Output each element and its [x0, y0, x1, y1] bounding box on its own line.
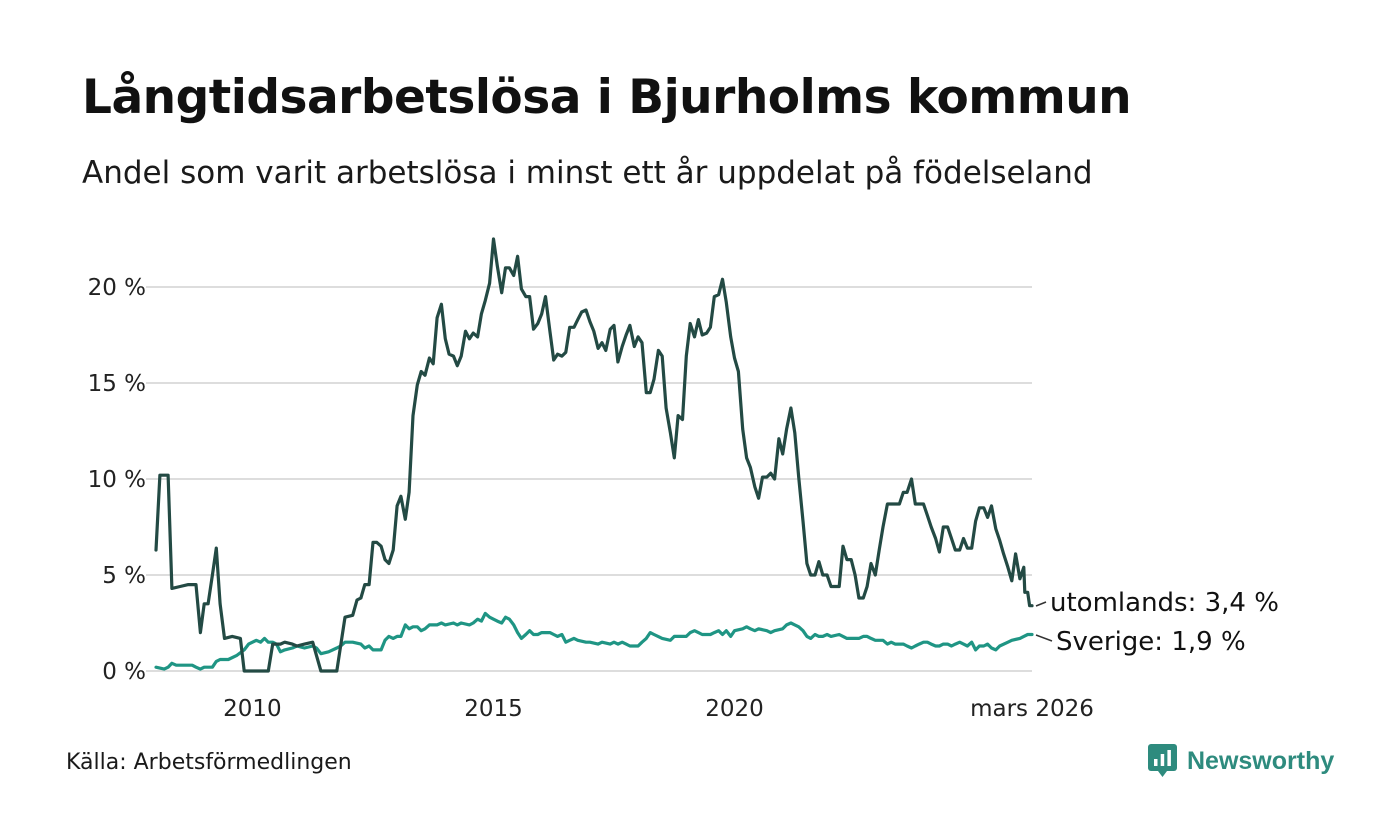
newsworthy-logo: Newsworthy — [1148, 744, 1334, 778]
end-label-utomlands: utomlands: 3,4 % — [1050, 588, 1279, 618]
end-labels: utomlands: 3,4 % Sverige: 1,9 % — [1035, 588, 1279, 657]
x-tick-label: 2020 — [705, 696, 764, 722]
end-label-leader — [1035, 601, 1047, 607]
series-line-sverige — [154, 611, 1034, 671]
end-label-sverige: Sverige: 1,9 % — [1056, 627, 1246, 657]
series-line-utomlands — [154, 237, 1034, 673]
x-tick-label: 2015 — [464, 696, 523, 722]
newsworthy-icon — [1148, 744, 1177, 777]
y-tick-label: 0 % — [102, 659, 146, 685]
source-credit: Källa: Arbetsförmedlingen — [66, 750, 352, 775]
end-label-leader — [1035, 634, 1053, 642]
y-tick-label: 15 % — [88, 371, 146, 397]
chart-subtitle: Andel som varit arbetslösa i minst ett å… — [82, 155, 1093, 191]
chart-title: Långtidsarbetslösa i Bjurholms kommun — [82, 70, 1132, 125]
gridlines — [146, 286, 1032, 672]
y-axis-ticks: 0 % 5 % 10 % 15 % 20 % — [88, 275, 146, 685]
y-tick-label: 10 % — [88, 467, 146, 493]
y-tick-label: 20 % — [88, 275, 146, 301]
x-tick-label: 2010 — [223, 696, 282, 722]
y-tick-label: 5 % — [102, 563, 146, 589]
series-lines — [154, 237, 1034, 673]
brand-name: Newsworthy — [1187, 746, 1335, 775]
x-axis-ticks: 2010 2015 2020 mars 2026 — [223, 696, 1094, 722]
x-tick-label: mars 2026 — [970, 696, 1094, 722]
